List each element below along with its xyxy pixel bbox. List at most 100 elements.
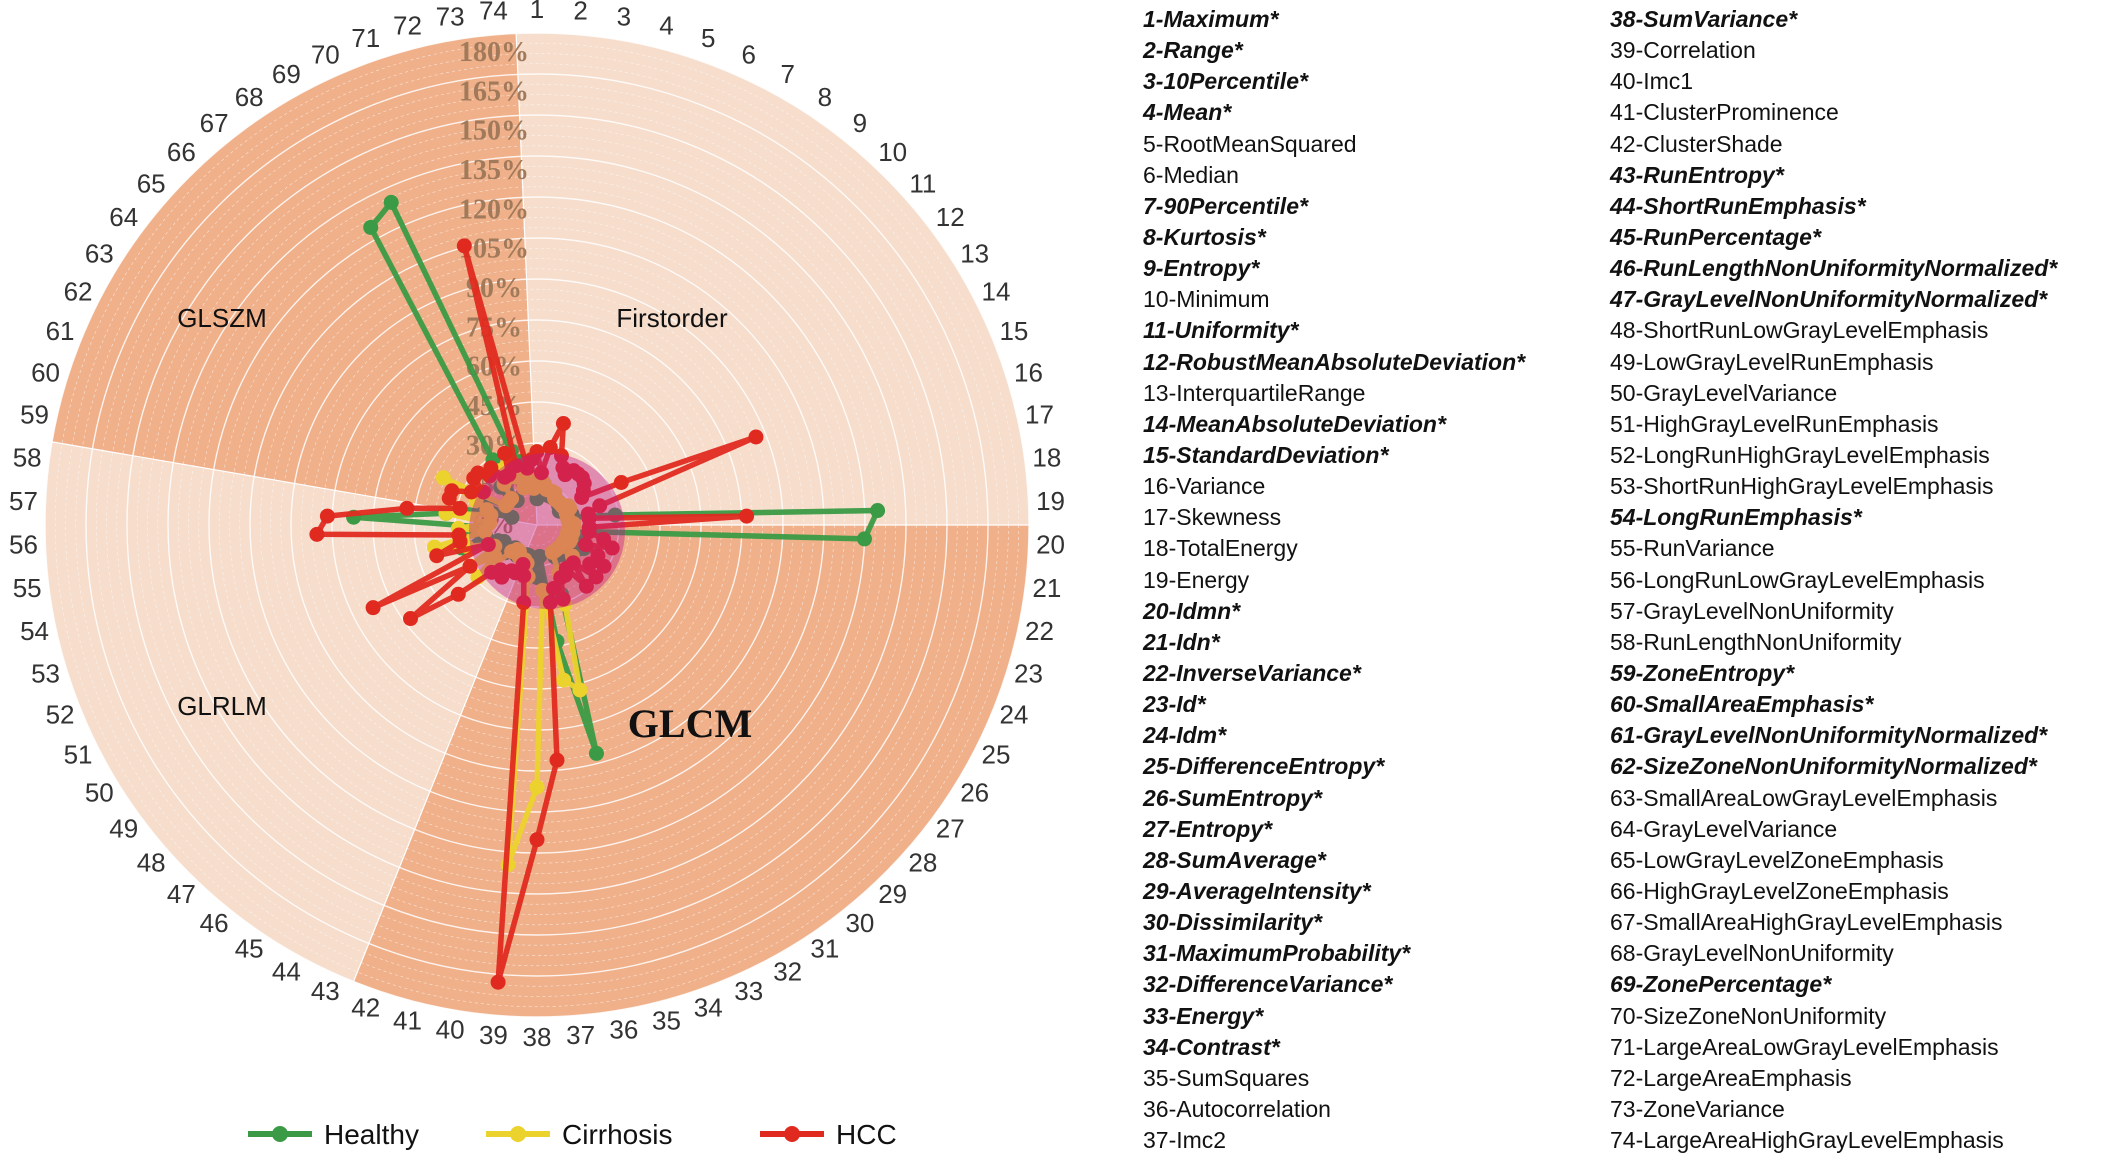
feature-item: 40-Imc1	[1610, 68, 1694, 95]
feature-item: 55-RunVariance	[1610, 535, 1775, 562]
radial-tick-label: 165%	[459, 76, 529, 107]
legend-label: HCC	[836, 1119, 897, 1150]
feature-item: 58-RunLengthNonUniformity	[1610, 628, 1902, 655]
feature-item: 32-DifferenceVariance*	[1143, 971, 1393, 998]
spoke-label: 3	[617, 1, 631, 31]
feature-item: 14-MeanAbsoluteDeviation*	[1143, 410, 1446, 437]
data-point-hcc	[429, 548, 445, 564]
feature-item: 9-Entropy*	[1143, 255, 1260, 282]
data-point-hcc	[578, 578, 594, 594]
data-point-hcc	[451, 527, 467, 543]
spoke-label: 8	[818, 82, 832, 112]
data-point-hcc	[483, 460, 499, 476]
feature-item: 34-Contrast*	[1143, 1033, 1280, 1060]
data-point-hcc	[462, 558, 478, 574]
data-point-hcc	[450, 586, 466, 602]
spoke-label: 71	[351, 23, 380, 53]
feature-item: 64-GrayLevelVariance	[1610, 815, 1838, 842]
data-point-hcc	[463, 484, 479, 500]
spoke-label: 70	[311, 40, 340, 70]
spoke-label: 74	[479, 0, 508, 26]
feature-item: 43-RunEntropy*	[1610, 161, 1784, 188]
feature-item: 73-ZoneVariance	[1610, 1095, 1785, 1122]
data-point-hcc	[484, 564, 500, 580]
feature-item: 42-ClusterShade	[1610, 130, 1783, 157]
spoke-label: 17	[1025, 400, 1054, 430]
section-wedge-glrlm	[45, 441, 538, 982]
feature-item: 54-LongRunEmphasis*	[1610, 504, 1862, 531]
spoke-label: 15	[999, 316, 1028, 346]
data-point-hcc	[508, 458, 524, 474]
feature-item: 63-SmallAreaLowGrayLevelEmphasis	[1610, 784, 1998, 811]
feature-item: 67-SmallAreaHighGrayLevelEmphasis	[1610, 909, 2003, 936]
legend-marker	[510, 1126, 526, 1142]
feature-item: 60-SmallAreaEmphasis*	[1610, 691, 1874, 718]
spoke-label: 54	[20, 616, 49, 646]
spoke-label: 37	[566, 1020, 595, 1050]
data-point-hcc	[480, 537, 496, 553]
feature-item: 22-InverseVariance*	[1143, 659, 1361, 686]
data-point-hcc	[555, 591, 571, 607]
feature-item: 5-RootMeanSquared	[1143, 130, 1357, 157]
spoke-label: 50	[85, 777, 114, 807]
spoke-label: 24	[999, 700, 1028, 730]
feature-item: 28-SumAverage*	[1143, 846, 1326, 873]
feature-item: 66-HighGrayLevelZoneEmphasis	[1610, 877, 1949, 904]
feature-list-right: 38-SumVariance* 39-Correlation 40-Imc1 41-C…	[1610, 4, 2057, 1156]
feature-item: 65-LowGrayLevelZoneEmphasis	[1610, 846, 1944, 873]
spoke-label: 2	[573, 0, 587, 26]
spoke-label: 5	[701, 23, 715, 53]
data-point-hcc	[596, 558, 612, 574]
legend-item-cirrhosis: Cirrhosis	[486, 1119, 672, 1150]
feature-item: 35-SumSquares	[1143, 1064, 1310, 1091]
data-point-hcc	[578, 537, 594, 553]
spoke-label: 42	[351, 993, 380, 1023]
spoke-label: 36	[609, 1014, 638, 1044]
spoke-label: 34	[694, 993, 723, 1023]
feature-item: 15-StandardDeviation*	[1143, 441, 1389, 468]
spoke-label: 16	[1014, 357, 1043, 387]
feature-item: 41-ClusterProminence	[1610, 99, 1839, 126]
feature-item: 33-Energy*	[1143, 1002, 1264, 1029]
data-point-hcc	[582, 556, 598, 572]
feature-item: 29-AverageIntensity*	[1143, 877, 1371, 904]
spoke-label: 18	[1032, 443, 1061, 473]
data-point-healthy	[856, 531, 872, 547]
legend-item-hcc: HCC	[760, 1119, 897, 1150]
feature-item: 7-90Percentile*	[1143, 192, 1308, 219]
spoke-label: 67	[200, 108, 229, 138]
feature-list-left: 1-Maximum* 2-Range* 3-10Percentile* 4-Mean*…	[1143, 4, 1525, 1156]
feature-item: 2-Range*	[1143, 37, 1243, 64]
spoke-label: 53	[31, 658, 60, 688]
spoke-label: 62	[64, 276, 93, 306]
data-point-cirrhosis	[435, 470, 451, 486]
spoke-label: 45	[235, 934, 264, 964]
data-point-hcc	[365, 600, 381, 616]
center-overlap-blob	[469, 453, 625, 609]
feature-item: 71-LargeAreaLowGrayLevelEmphasis	[1610, 1033, 1999, 1060]
data-point-hcc	[553, 448, 569, 464]
data-point-hcc	[475, 484, 491, 500]
series-lines	[309, 194, 886, 990]
radial-tick-label: 120%	[459, 194, 529, 225]
data-point-cirrhosis	[504, 490, 520, 506]
spoke-label: 33	[734, 976, 763, 1006]
spoke-label: 35	[652, 1005, 681, 1035]
feature-item: 69-ZonePercentage*	[1610, 971, 1832, 998]
spoke-label: 41	[393, 1005, 422, 1035]
spoke-label: 28	[908, 847, 937, 877]
feature-item: 24-Idm*	[1143, 722, 1227, 749]
spoke-label: 47	[167, 879, 196, 909]
feature-item: 52-LongRunHighGrayLevelEmphasis	[1610, 441, 1990, 468]
section-wedge-firstorder	[516, 33, 1029, 525]
spoke-label: 73	[436, 1, 465, 31]
center-blob	[469, 453, 625, 609]
feature-item: 39-Correlation	[1610, 37, 1756, 64]
feature-item: 57-GrayLevelNonUniformity	[1610, 597, 1894, 624]
feature-item: 50-GrayLevelVariance	[1610, 379, 1838, 406]
spoke-label: 38	[523, 1022, 552, 1052]
data-point-hcc	[542, 439, 558, 455]
feature-item: 46-RunLengthNonUniformityNormalized*	[1610, 255, 2058, 282]
radial-tick-label: 180%	[459, 37, 529, 68]
spoke-label: 68	[235, 82, 264, 112]
